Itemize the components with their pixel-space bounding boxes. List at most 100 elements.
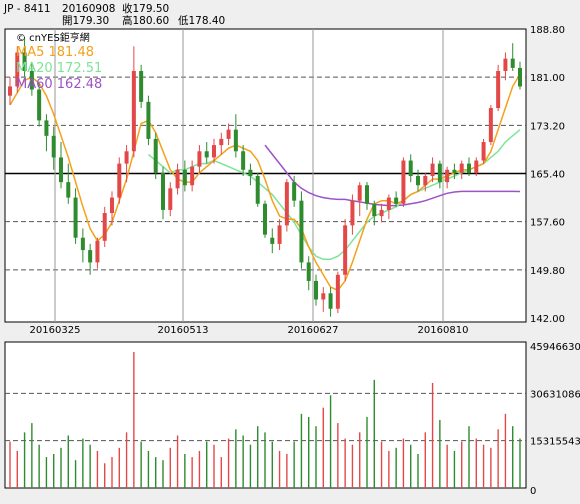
ma5-line bbox=[9, 73, 521, 292]
candle-body bbox=[131, 70, 136, 152]
candle-body bbox=[474, 160, 479, 173]
volume-tick-label: 459466300 bbox=[530, 342, 580, 353]
candle-body bbox=[22, 52, 27, 71]
candle-body bbox=[481, 142, 486, 161]
candle-body bbox=[51, 135, 56, 158]
candle-body bbox=[357, 185, 362, 201]
candle-body bbox=[321, 293, 326, 300]
candle-body bbox=[263, 203, 267, 235]
candle-body bbox=[161, 172, 165, 210]
candle-body bbox=[467, 163, 471, 173]
candle-body bbox=[255, 175, 260, 204]
candle-body bbox=[430, 163, 435, 176]
candle-body bbox=[488, 108, 493, 143]
price-tick-label: 149.80 bbox=[530, 266, 565, 277]
candle-body bbox=[73, 197, 78, 238]
candle-body bbox=[219, 138, 224, 146]
candle-body bbox=[182, 169, 187, 186]
candle-body bbox=[386, 197, 391, 210]
candle-body bbox=[452, 169, 457, 173]
candle-body bbox=[37, 89, 42, 121]
candle-body bbox=[365, 185, 369, 204]
date-tick-label: 20160513 bbox=[158, 325, 209, 336]
candle-body bbox=[204, 151, 209, 158]
candle-body bbox=[8, 86, 12, 96]
ma60-legend: MA60 162.48 bbox=[16, 77, 102, 92]
candle-body bbox=[503, 58, 508, 71]
candle-body bbox=[343, 225, 348, 275]
ma60-line bbox=[264, 144, 521, 207]
candle-body bbox=[459, 163, 464, 173]
candle-body bbox=[110, 197, 114, 214]
candle-body bbox=[226, 129, 231, 139]
candle-body bbox=[190, 166, 195, 186]
candle-body bbox=[197, 151, 202, 167]
candle-body bbox=[153, 138, 158, 173]
candle-body bbox=[350, 200, 355, 226]
candle-body bbox=[168, 188, 173, 210]
volume-tick-label: 306310867 bbox=[530, 389, 580, 400]
candle-body bbox=[80, 237, 85, 251]
candle-body bbox=[44, 120, 49, 136]
symbol-label: JP - 8411 bbox=[3, 3, 51, 15]
candle-body bbox=[29, 70, 34, 90]
candle-body bbox=[66, 182, 71, 198]
candle-body bbox=[59, 157, 63, 183]
close-label: 收179.50 bbox=[122, 2, 169, 15]
candle-body bbox=[117, 163, 122, 198]
candle-body bbox=[292, 182, 297, 201]
candle-body bbox=[408, 160, 413, 176]
candle-body bbox=[175, 169, 180, 189]
ma5-legend: MA5 181.48 bbox=[16, 45, 94, 60]
ma20-legend: MA20 172.51 bbox=[16, 61, 102, 76]
candle-body bbox=[379, 209, 384, 217]
candle-body bbox=[445, 169, 450, 183]
candle-body bbox=[394, 197, 399, 204]
volume-tick-label: 0 bbox=[530, 486, 536, 497]
candle-body bbox=[328, 293, 333, 309]
candle-body bbox=[212, 145, 216, 158]
price-tick-label: 157.60 bbox=[530, 218, 565, 229]
brand-label: © cnYES鉅亨網 bbox=[16, 31, 90, 44]
candle-body bbox=[518, 67, 522, 87]
date-label: 20160908 bbox=[62, 3, 115, 15]
candle-body bbox=[233, 129, 238, 152]
candle-body bbox=[102, 213, 107, 241]
candle-body bbox=[241, 151, 246, 170]
date-tick-label: 20160627 bbox=[288, 325, 339, 336]
date-tick-label: 20160325 bbox=[30, 325, 81, 336]
candle-body bbox=[372, 203, 377, 217]
high-label: 高180.60 bbox=[122, 14, 169, 27]
candle-body bbox=[437, 163, 442, 183]
candle-body bbox=[95, 240, 100, 263]
price-tick-label: 142.00 bbox=[530, 314, 565, 325]
price-tick-label: 173.20 bbox=[530, 121, 565, 132]
candle-body bbox=[146, 101, 151, 139]
open-label: 開179.30 bbox=[62, 15, 109, 27]
candle-body bbox=[314, 280, 318, 300]
price-tick-label: 165.40 bbox=[530, 170, 565, 181]
candle-body bbox=[284, 182, 289, 226]
price-tick-label: 188.80 bbox=[530, 25, 565, 36]
candle-body bbox=[277, 225, 282, 244]
candle-body bbox=[423, 175, 428, 186]
candle-body bbox=[88, 250, 93, 263]
price-tick-label: 181.00 bbox=[530, 73, 565, 84]
candle-body bbox=[299, 200, 304, 263]
candle-body bbox=[15, 52, 20, 87]
candle-body bbox=[124, 151, 129, 164]
candle-body bbox=[416, 175, 420, 186]
ma20-line bbox=[147, 129, 521, 261]
candle-body bbox=[270, 237, 275, 244]
low-label: 低178.40 bbox=[178, 14, 225, 27]
candle-body bbox=[510, 58, 515, 68]
candle-body bbox=[306, 262, 311, 281]
candle-body bbox=[139, 70, 144, 102]
candle-body bbox=[248, 169, 253, 176]
candle-body bbox=[496, 70, 501, 109]
volume-tick-label: 153155433 bbox=[530, 437, 580, 448]
candle-body bbox=[335, 274, 340, 309]
date-tick-label: 20160810 bbox=[418, 325, 469, 336]
